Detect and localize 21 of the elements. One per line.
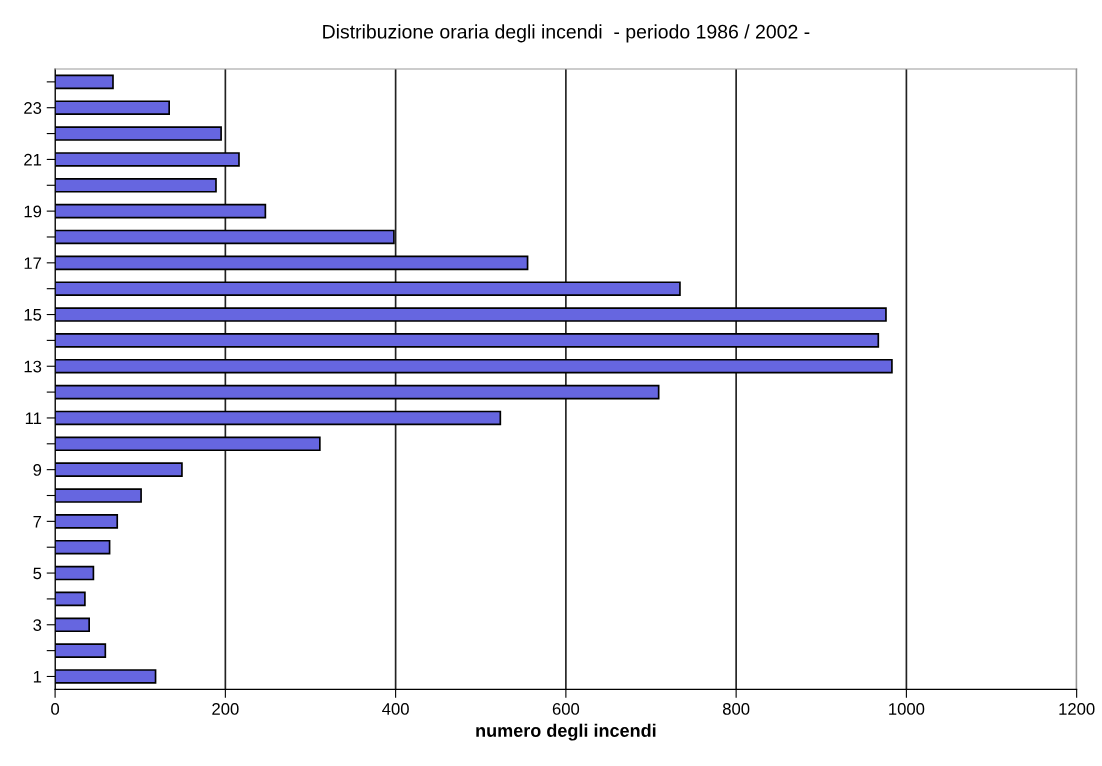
y-tick-label: 7 — [33, 515, 42, 528]
x-tick-label: 400 — [382, 703, 409, 715]
y-tick-label: 1 — [33, 671, 42, 683]
y-tick-label: 21 — [24, 153, 42, 166]
y-tick-label: 13 — [24, 360, 42, 373]
y-tick-label: 17 — [24, 257, 42, 269]
x-tick-label: 800 — [722, 703, 750, 715]
x-axis-title: numero degli incendi — [476, 723, 656, 741]
chart-title: Distribuzione oraria degli incendi - periodo 1986 / 2002 - — [323, 24, 810, 43]
x-tick-label: 1200 — [1059, 703, 1095, 715]
y-tick-label: 11 — [25, 412, 42, 424]
x-tick-label: 1000 — [889, 703, 925, 715]
x-tick-label: 200 — [212, 703, 239, 715]
y-tick-label: 9 — [33, 464, 42, 476]
x-tick-label: 0 — [51, 703, 60, 715]
y-tick-label: 15 — [24, 309, 42, 321]
y-tick-label: 19 — [24, 205, 42, 218]
y-tick-label: 23 — [24, 102, 42, 114]
x-tick-label: 600 — [552, 703, 580, 715]
y-tick-label: 3 — [33, 619, 42, 631]
y-tick-label: 5 — [33, 567, 42, 580]
